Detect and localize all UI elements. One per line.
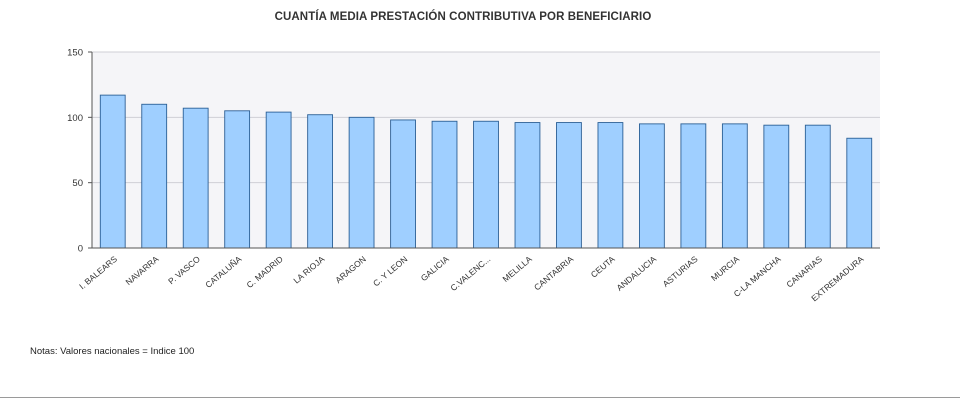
bar	[265, 111, 292, 249]
bar	[224, 110, 251, 249]
bar	[99, 94, 126, 249]
bar	[182, 107, 209, 249]
axes	[91, 52, 880, 249]
x-tick-label: GALICIA	[419, 254, 451, 283]
bar	[680, 123, 707, 249]
x-tick-label: C. MADRID	[244, 254, 284, 290]
bar	[846, 137, 873, 249]
bar	[597, 122, 624, 249]
x-tick-label: CEUTA	[589, 254, 617, 280]
bar	[348, 116, 375, 249]
x-tick-label: ARAGON	[333, 254, 368, 285]
bar	[390, 119, 416, 249]
bar	[556, 122, 582, 249]
y-tick-label: 50	[72, 178, 83, 189]
bar	[473, 120, 499, 249]
x-tick-label: CANTABRIA	[532, 254, 575, 293]
x-tick-label: MELILLA	[501, 254, 534, 284]
chart-note: Notas: Valores nacionales = Indice 100	[30, 346, 195, 357]
bars	[99, 94, 873, 249]
bar	[141, 103, 168, 249]
bar-chart: 0 50 100 150 I. BALEARS NAVARRA P. VASCO CATAL…	[67, 48, 880, 304]
x-tick-label: LA RIOJA	[291, 254, 326, 286]
x-tick-label: ANDALUCIA	[614, 254, 658, 293]
bar	[763, 124, 790, 249]
bar	[721, 123, 748, 249]
bar	[307, 114, 333, 249]
bar	[431, 120, 458, 249]
bar	[804, 124, 831, 249]
x-tick-label: P. VASCO	[166, 254, 202, 287]
x-tick-label: NAVARRA	[124, 254, 161, 287]
x-tick-label: C.VALENC...	[448, 254, 492, 293]
y-tick-label: 0	[78, 244, 83, 255]
x-tick-label: CATALUÑA	[203, 254, 243, 290]
x-tick-labels: I. BALEARS NAVARRA P. VASCO CATALUÑA C. MADR…	[77, 254, 866, 304]
x-tick-label: I. BALEARS	[77, 254, 119, 292]
y-tick-labels: 0 50 100 150	[67, 48, 92, 255]
x-tick-label: MURCIA	[709, 254, 741, 283]
bar	[639, 123, 665, 249]
x-tick-label: ASTURIAS	[661, 254, 700, 289]
bar	[514, 122, 541, 249]
x-tick-label: CANARIAS	[784, 254, 824, 290]
y-tick-label: 150	[67, 48, 83, 59]
chart-title: CUANTÍA MEDIA PRESTACIÓN CONTRIBUTIVA PO…	[274, 11, 652, 23]
y-tick-label: 100	[67, 113, 83, 124]
bottom-divider	[0, 397, 960, 398]
x-tick-label: C. Y LEON	[371, 254, 409, 288]
